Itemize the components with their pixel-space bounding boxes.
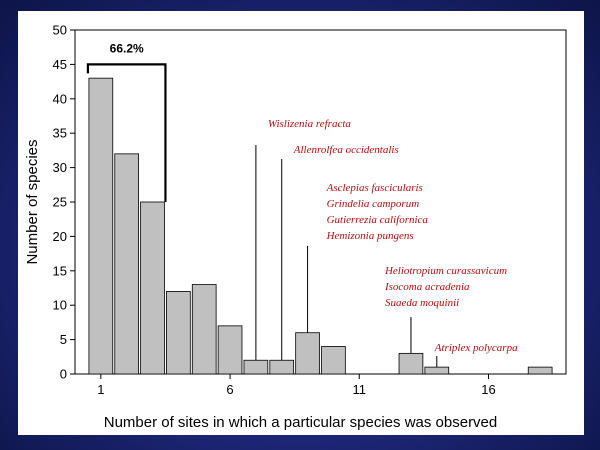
- bar-3: [140, 201, 165, 375]
- species-annotation: Allenrolfea occidentalis: [293, 144, 399, 156]
- species-annotation: Grindelia camporum: [327, 198, 420, 210]
- y-tick-label: 5: [60, 332, 67, 347]
- x-tick-label: 16: [481, 382, 495, 397]
- y-axis-title: Number of species: [24, 139, 41, 264]
- y-tick-label: 10: [53, 298, 67, 313]
- bar-18: [527, 366, 553, 375]
- y-tick-label: 0: [60, 367, 67, 382]
- bar-14: [424, 366, 450, 375]
- slide-panel: 0 5 10 15 20 25 30 35 40 45 50 1 6 11 16 66.2% Wisliz…: [18, 11, 584, 435]
- y-tick-label: 35: [53, 126, 67, 141]
- y-tick-label: 25: [53, 195, 67, 210]
- y-tick-label: 40: [53, 91, 67, 106]
- bar-7: [243, 359, 269, 375]
- percentage-bracket: [86, 63, 167, 202]
- x-tick-label: 1: [97, 382, 104, 397]
- species-annotation: Heliotropium curassavicum: [384, 265, 507, 277]
- bar-8: [269, 359, 295, 375]
- bracket-label: 66.2%: [110, 41, 144, 55]
- bar-1: [88, 77, 114, 375]
- bar-4: [166, 291, 191, 375]
- y-tick-label: 45: [53, 57, 67, 72]
- bar-2: [114, 153, 140, 375]
- bar-5: [191, 284, 217, 375]
- y-tick-label: 50: [53, 23, 67, 38]
- x-tick-label: 11: [353, 382, 367, 397]
- species-annotation: Isocoma acradenia: [384, 281, 470, 293]
- bar-13: [398, 352, 424, 375]
- species-annotation: Suaeda moquinii: [385, 297, 459, 309]
- species-annotation: Atriplex polycarpa: [434, 342, 518, 354]
- bar-9: [295, 332, 320, 375]
- bar-10: [321, 346, 346, 375]
- y-tick-label: 20: [53, 229, 67, 244]
- species-annotation: Asclepias fascicularis: [326, 182, 423, 194]
- species-annotation: Hemizonia pungens: [326, 230, 414, 242]
- bar-6: [217, 325, 243, 375]
- species-annotation: Gutierrezia californica: [327, 214, 429, 226]
- x-tick-label: 6: [226, 382, 233, 397]
- species-annotation: Wislizenia refracta: [268, 118, 352, 130]
- y-tick-label: 15: [53, 263, 67, 278]
- x-axis-title: Number of sites in which a particular sp…: [104, 414, 498, 431]
- y-tick-label: 30: [53, 160, 67, 175]
